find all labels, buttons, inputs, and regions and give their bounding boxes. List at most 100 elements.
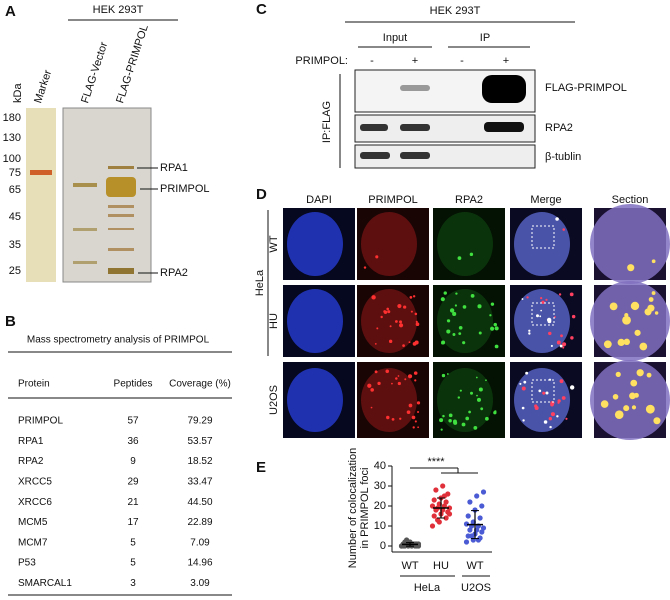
focus: [414, 312, 418, 316]
band: [484, 122, 524, 132]
panel-label: C: [256, 1, 267, 18]
focus: [402, 344, 405, 347]
focus: [441, 340, 446, 345]
focus: [546, 317, 552, 323]
point: [465, 513, 471, 519]
nucleus: [437, 212, 493, 276]
focus: [363, 266, 367, 269]
band: [108, 248, 134, 251]
nucleus: [590, 360, 670, 440]
y-tick-label: 30: [374, 480, 386, 492]
lane-label: Marker: [32, 68, 54, 105]
marker-lane: [26, 108, 56, 282]
focus: [550, 412, 555, 417]
focus: [452, 333, 456, 336]
point: [443, 499, 449, 505]
point: [440, 483, 446, 489]
nucleus: [514, 368, 570, 432]
focus: [370, 388, 374, 392]
nucleus: [514, 212, 570, 276]
y-tick-label: 20: [374, 500, 386, 512]
table-cell: 18.52: [187, 456, 212, 467]
y-tick-label: 40: [374, 460, 386, 472]
focus: [388, 339, 393, 344]
focus: [477, 304, 482, 309]
nucleus: [361, 289, 417, 353]
nucleus: [287, 368, 343, 432]
focus: [651, 259, 656, 264]
table-cell: 36: [127, 436, 139, 447]
nucleus: [361, 212, 417, 276]
focus: [600, 400, 609, 408]
focus: [465, 416, 470, 421]
focus: [453, 420, 458, 425]
side-label: IP:FLAG: [321, 101, 333, 143]
panel-label: A: [5, 3, 16, 20]
focus: [570, 336, 574, 340]
focus: [458, 332, 462, 336]
point: [415, 541, 422, 547]
nucleus: [287, 212, 343, 276]
focus: [550, 402, 554, 407]
band: [360, 124, 388, 131]
focus: [548, 417, 553, 421]
band: [73, 261, 97, 264]
table-cell: 21: [127, 497, 139, 508]
focus: [522, 419, 525, 422]
group-label: Input: [383, 32, 407, 44]
point: [467, 499, 473, 505]
band: [30, 170, 52, 175]
focus: [415, 320, 418, 323]
focus: [459, 389, 462, 392]
focus: [538, 389, 542, 393]
focus: [462, 341, 466, 345]
table-title: Mass spectrometry analysis of PRIMPOL: [27, 335, 210, 346]
focus: [449, 308, 455, 313]
focus: [540, 309, 542, 312]
focus: [404, 378, 407, 381]
focus: [367, 383, 372, 388]
focus: [397, 375, 400, 377]
table-cell: 22.89: [187, 517, 212, 528]
focus: [397, 303, 402, 309]
point: [446, 511, 453, 517]
table-cell: RPA1: [18, 436, 44, 447]
point: [433, 487, 439, 493]
marker-label: 45: [9, 211, 21, 223]
panel-label: E: [256, 459, 266, 476]
nucleus: [437, 368, 493, 432]
focus: [612, 394, 619, 400]
nucleus: [287, 289, 343, 353]
band: [400, 124, 430, 131]
blot: [354, 144, 536, 169]
point: [479, 529, 485, 535]
blot-label: FLAG-PRIMPOL: [545, 82, 627, 94]
focus: [569, 385, 575, 390]
nucleus: [361, 368, 417, 432]
point: [431, 497, 437, 503]
point: [480, 489, 487, 495]
focus: [528, 332, 531, 335]
focus: [408, 341, 411, 344]
focus: [473, 426, 478, 430]
focus: [407, 374, 413, 379]
focus: [549, 425, 552, 429]
x-tick-label: WT: [401, 560, 418, 572]
focus: [609, 302, 618, 311]
focus: [389, 325, 392, 328]
focus: [409, 295, 413, 299]
focus: [614, 410, 624, 419]
focus: [468, 410, 471, 414]
focus: [558, 293, 562, 296]
focus: [630, 379, 638, 387]
focus: [562, 346, 565, 349]
table-cell: 53.57: [187, 436, 212, 447]
focus: [557, 399, 561, 403]
lane-label: FLAG-PRIMPOL: [114, 23, 151, 105]
focus: [448, 418, 452, 423]
focus: [416, 401, 421, 405]
focus: [639, 342, 648, 351]
band: [108, 268, 134, 274]
focus: [485, 379, 487, 382]
focus: [417, 426, 420, 429]
